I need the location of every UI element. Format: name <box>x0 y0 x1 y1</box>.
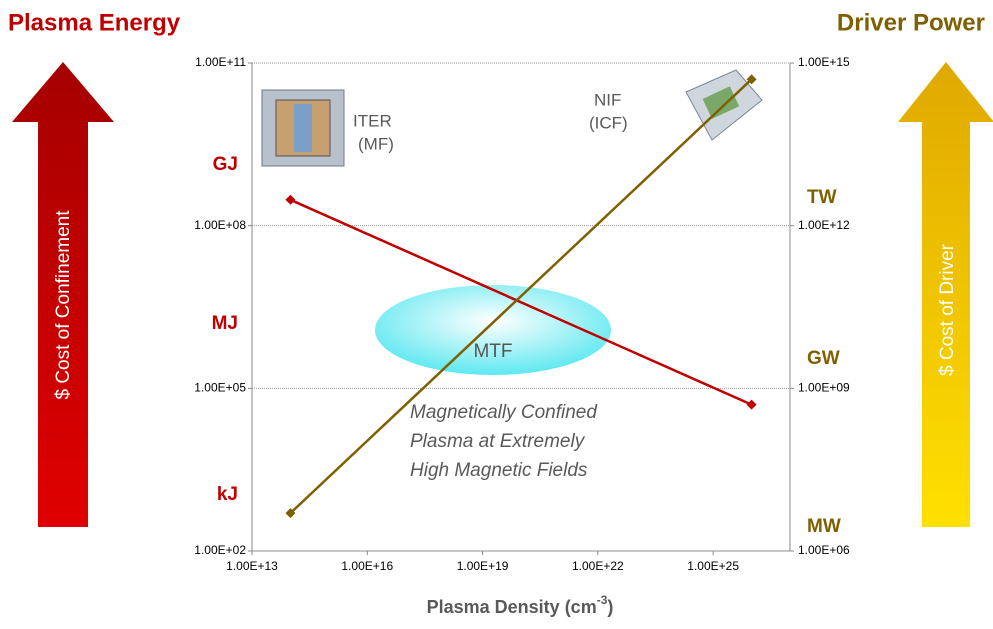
y-tick-label: 1.00E+08 <box>194 218 246 232</box>
y2-axis-title: Driver Power <box>837 9 985 36</box>
y-tick-label: 1.00E+11 <box>195 55 246 69</box>
right-arrow-label: $ Cost of Driver <box>937 243 958 376</box>
iter-label: ITER <box>353 111 392 130</box>
annotation: Plasma at Extremely <box>410 431 586 452</box>
iter-image <box>261 89 345 167</box>
mtf-region <box>375 285 611 375</box>
left-arrow <box>12 62 114 527</box>
unit-label: MW <box>807 516 841 537</box>
x-tick-label: 1.00E+25 <box>687 559 739 573</box>
mtf-label: MTF <box>473 341 512 362</box>
x-tick-label: 1.00E+13 <box>226 559 278 573</box>
y-tick-label: 1.00E+05 <box>194 381 246 395</box>
nif-label: NIF <box>594 90 621 109</box>
series-line <box>289 78 753 515</box>
unit-label: kJ <box>217 484 238 505</box>
iter-label: (MF) <box>358 134 394 153</box>
y-axis-title: Plasma Energy <box>8 9 181 36</box>
point <box>746 74 757 85</box>
left-arrow-label: $ Cost of Confinement <box>53 210 74 400</box>
y2-tick-label: 1.00E+12 <box>798 218 850 232</box>
annotation: Magnetically Confined <box>410 402 598 423</box>
nif-label: (ICF) <box>589 113 628 132</box>
y2-tick-label: 1.00E+09 <box>798 381 850 395</box>
x-tick-label: 1.00E+19 <box>457 559 509 573</box>
x-axis-title-text: Plasma Density (cm <box>427 597 597 617</box>
point <box>746 399 757 410</box>
y2-tick-label: 1.00E+15 <box>798 55 850 69</box>
x-axis-title: Plasma Density (cm-3) <box>427 593 614 617</box>
unit-label: MJ <box>212 313 238 334</box>
unit-label: TW <box>807 187 837 208</box>
unit-label: GJ <box>213 154 238 175</box>
y-tick-label: 1.00E+02 <box>194 543 246 557</box>
point <box>285 194 296 205</box>
x-axis-title-sup: -3 <box>597 593 608 607</box>
series-line <box>289 198 753 406</box>
x-axis-title-end: ) <box>607 597 613 617</box>
x-tick-label: 1.00E+16 <box>341 559 393 573</box>
point <box>285 508 296 519</box>
y2-tick-label: 1.00E+06 <box>798 543 850 557</box>
annotation: High Magnetic Fields <box>410 460 588 481</box>
unit-label: GW <box>807 348 840 369</box>
right-arrow <box>898 62 993 527</box>
x-tick-label: 1.00E+22 <box>572 559 624 573</box>
